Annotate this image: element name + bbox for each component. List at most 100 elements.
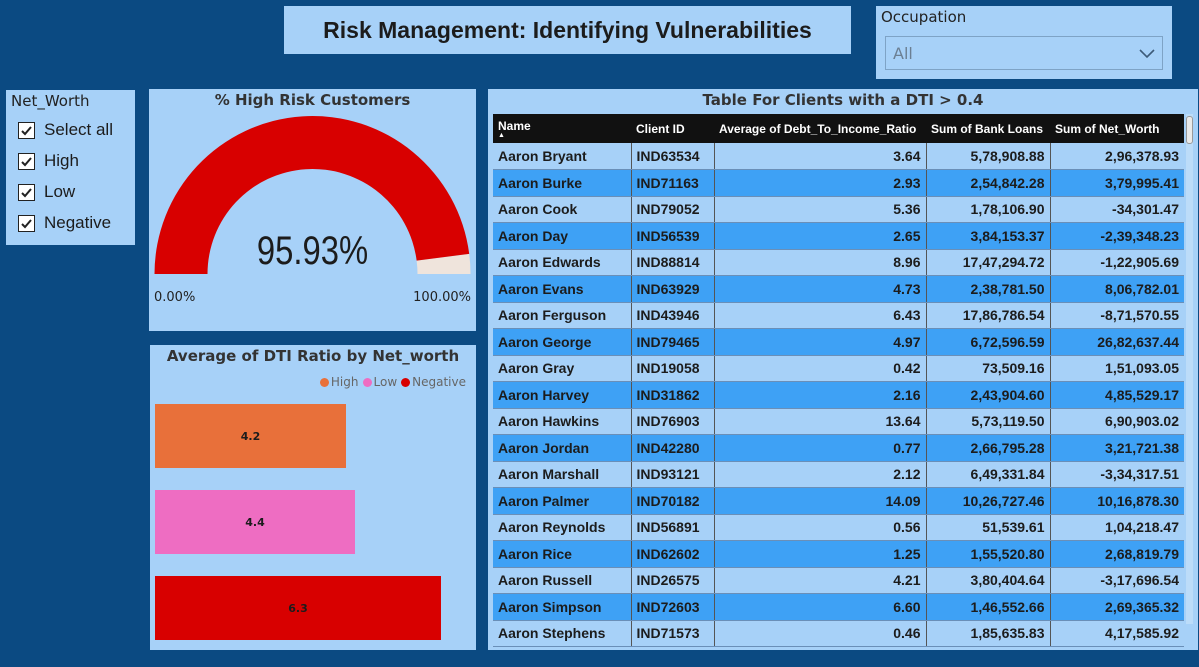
bar-data-label: 4.2 — [240, 429, 261, 443]
cell-client-id: IND43946 — [630, 302, 714, 329]
cell-bank-loans: 51,539.61 — [925, 514, 1050, 541]
sort-ascending-icon: ▲ — [498, 132, 505, 139]
table-row[interactable]: Aaron Burke IND71163 2.93 2,54,842.28 3,79,9… — [493, 169, 1184, 197]
table-row[interactable]: Aaron Palmer IND70182 14.09 10,26,727.46 10,… — [493, 487, 1184, 515]
gauge-title: % High Risk Customers — [214, 91, 411, 109]
bar-low[interactable]: 4.4 — [155, 490, 355, 554]
cell-avg-dti: 0.56 — [713, 514, 926, 541]
cell-bank-loans: 10,26,727.46 — [925, 487, 1050, 515]
gauge-min-label: 0.00% — [154, 290, 196, 305]
legend-label: High — [330, 375, 359, 389]
cell-avg-dti: 8.96 — [713, 249, 926, 276]
net-worth-option-low[interactable]: Low — [18, 180, 75, 204]
table-row[interactable]: Aaron Marshall IND93121 2.12 6,49,331.84 -3,… — [493, 461, 1184, 488]
cell-bank-loans: 1,78,106.90 — [925, 196, 1050, 223]
cell-avg-dti: 0.46 — [713, 620, 926, 647]
cell-client-id: IND79052 — [630, 196, 714, 223]
cell-net-worth: 26,82,637.44 — [1049, 328, 1184, 356]
legend-item-high[interactable]: High — [319, 375, 359, 389]
gauge-track — [416, 253, 471, 274]
table-row[interactable]: Aaron Hawkins IND76903 13.64 5,73,119.50 6,9… — [493, 408, 1184, 435]
table-row[interactable]: Aaron Jordan IND42280 0.77 2,66,795.28 3,21,… — [493, 434, 1184, 462]
table-row[interactable]: Aaron Day IND56539 2.65 3,84,153.37 -2,39,34… — [493, 222, 1184, 250]
scrollbar-thumb[interactable] — [1186, 116, 1193, 144]
cell-name: Aaron Gray — [493, 355, 631, 382]
net-worth-option-label: High — [44, 151, 79, 170]
table-row[interactable]: Aaron Ferguson IND43946 6.43 17,86,786.54 -8… — [493, 302, 1184, 329]
cell-client-id: IND79465 — [630, 328, 714, 356]
checkbox-checked-icon[interactable] — [18, 121, 35, 139]
cell-name: Aaron Palmer — [493, 487, 631, 515]
table-row[interactable]: Aaron Harvey IND31862 2.16 2,43,904.60 4,85,… — [493, 381, 1184, 409]
legend-item-low[interactable]: Low — [362, 375, 398, 389]
cell-client-id: IND88814 — [630, 249, 714, 276]
table-row[interactable]: Aaron Russell IND26575 4.21 3,80,404.64 -3,1… — [493, 567, 1184, 594]
cell-client-id: IND56891 — [630, 514, 714, 541]
table-row[interactable]: Aaron Edwards IND88814 8.96 17,47,294.72 -1,… — [493, 249, 1184, 276]
cell-net-worth: 1,51,093.05 — [1049, 355, 1184, 382]
table-row[interactable]: Aaron Evans IND63929 4.73 2,38,781.50 8,06,7… — [493, 275, 1184, 303]
net-worth-option-label: Select all — [44, 120, 113, 139]
cell-bank-loans: 6,72,596.59 — [925, 328, 1050, 356]
cell-avg-dti: 5.36 — [713, 196, 926, 223]
cell-avg-dti: 4.73 — [713, 275, 926, 303]
column-header-bank-loans[interactable]: Sum of Bank Loans — [926, 114, 1050, 143]
table-row[interactable]: Aaron Reynolds IND56891 0.56 51,539.61 1,04,… — [493, 514, 1184, 541]
cell-client-id: IND70182 — [630, 487, 714, 515]
column-header-client-id[interactable]: Client ID — [631, 114, 714, 143]
cell-name: Aaron Russell — [493, 567, 631, 594]
cell-client-id: IND93121 — [630, 461, 714, 488]
cell-avg-dti: 13.64 — [713, 408, 926, 435]
column-header-avg-dti[interactable]: Average of Debt_To_Income_Ratio — [714, 114, 926, 143]
table-row[interactable]: Aaron Bryant IND63534 3.64 5,78,908.88 2,96,… — [493, 143, 1184, 170]
net-worth-option-select-all[interactable]: Select all — [18, 118, 113, 142]
cell-avg-dti: 2.16 — [713, 381, 926, 409]
table-row[interactable]: Aaron George IND79465 4.97 6,72,596.59 26,82… — [493, 328, 1184, 356]
cell-bank-loans: 2,43,904.60 — [925, 381, 1050, 409]
cell-net-worth: 2,68,819.79 — [1049, 540, 1184, 568]
table-container: Name ▲ Client ID Average of Debt_To_Incom… — [493, 114, 1184, 647]
column-header-name[interactable]: Name ▲ — [493, 114, 631, 143]
checkbox-checked-icon[interactable] — [18, 152, 35, 170]
column-header-label: Name — [498, 119, 531, 133]
cell-name: Aaron Stephens — [493, 620, 631, 647]
cell-client-id: IND19058 — [630, 355, 714, 382]
cell-avg-dti: 6.60 — [713, 593, 926, 621]
dti-by-net-worth-chart: Average of DTI Ratio by Net_worth High L… — [150, 345, 476, 650]
legend-item-negative[interactable]: Negative — [401, 375, 466, 389]
legend-label: Low — [373, 375, 398, 389]
bar-negative[interactable]: 6.3 — [155, 576, 441, 640]
occupation-value: All — [893, 44, 913, 63]
bar-data-label: 4.4 — [245, 515, 265, 529]
cell-client-id: IND71163 — [630, 169, 714, 197]
table-row[interactable]: Aaron Cook IND79052 5.36 1,78,106.90 -34,301… — [493, 196, 1184, 223]
occupation-dropdown[interactable]: All — [885, 36, 1163, 70]
table-row[interactable]: Aaron Rice IND62602 1.25 1,55,520.80 2,68,81… — [493, 540, 1184, 568]
legend-dot-icon — [401, 377, 411, 387]
cell-client-id: IND76903 — [630, 408, 714, 435]
cell-name: Aaron Evans — [493, 275, 631, 303]
column-header-net-worth[interactable]: Sum of Net_Worth — [1050, 114, 1184, 143]
net-worth-option-negative[interactable]: Negative — [18, 211, 111, 235]
cell-avg-dti: 6.43 — [713, 302, 926, 329]
cell-net-worth: -3,34,317.51 — [1049, 461, 1184, 488]
bar-high[interactable]: 4.2 — [155, 404, 346, 468]
chevron-down-icon[interactable] — [1138, 44, 1156, 62]
cell-name: Aaron Jordan — [493, 434, 631, 462]
table-row[interactable]: Aaron Stephens IND71573 0.46 1,85,635.83 4,1… — [493, 620, 1184, 647]
checkbox-checked-icon[interactable] — [18, 183, 35, 201]
cell-name: Aaron Harvey — [493, 381, 631, 409]
gauge-fill — [154, 115, 470, 274]
cell-name: Aaron George — [493, 328, 631, 356]
table-row[interactable]: Aaron Simpson IND72603 6.60 1,46,552.66 2,69… — [493, 593, 1184, 621]
cell-avg-dti: 2.12 — [713, 461, 926, 488]
occupation-slicer: Occupation All — [876, 6, 1172, 79]
net-worth-option-high[interactable]: High — [18, 149, 79, 173]
table-row[interactable]: Aaron Gray IND19058 0.42 73,509.16 1,51,093.… — [493, 355, 1184, 382]
checkbox-checked-icon[interactable] — [18, 214, 35, 232]
cell-bank-loans: 2,66,795.28 — [925, 434, 1050, 462]
net-worth-slicer: Net_Worth Select all High Low Negative — [6, 90, 135, 245]
cell-net-worth: 4,85,529.17 — [1049, 381, 1184, 409]
table-scrollbar[interactable] — [1186, 114, 1193, 624]
gauge-max-label: 100.00% — [413, 290, 471, 305]
